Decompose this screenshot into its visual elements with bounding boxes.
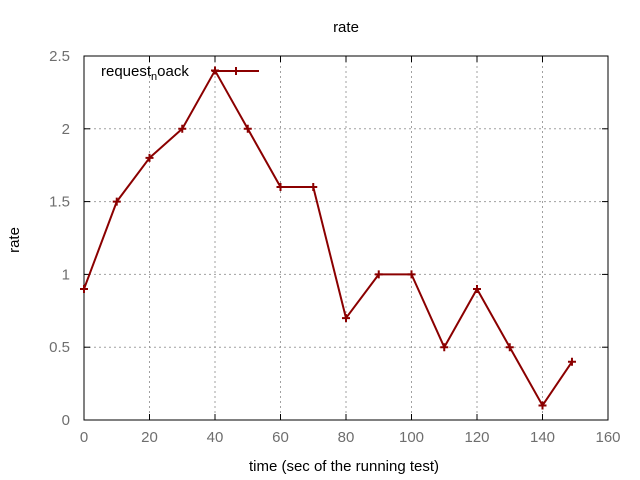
data-point-marker [276, 183, 285, 192]
y-tick-label: 2 [62, 121, 70, 138]
legend-label-rest: oack [157, 63, 189, 80]
legend: requestnoack [101, 63, 259, 83]
grid-lines [84, 56, 608, 420]
x-tick-label: 80 [338, 429, 355, 446]
data-point-marker [243, 124, 252, 133]
x-tick-label: 120 [464, 429, 489, 446]
data-point-marker [538, 401, 547, 410]
legend-label-subscript: n [151, 71, 157, 83]
x-tick-label: 60 [272, 429, 289, 446]
x-tick-label: 20 [141, 429, 158, 446]
legend-label-main: request [101, 63, 152, 80]
data-point-marker [473, 284, 481, 293]
x-tick-label: 100 [399, 429, 424, 446]
y-tick-label: 2.5 [49, 48, 70, 65]
data-point-marker [309, 183, 318, 192]
series-layer [80, 66, 576, 410]
y-tick-label: 0 [62, 412, 70, 429]
data-point-marker [374, 270, 383, 279]
x-tick-label: 0 [80, 429, 88, 446]
tick-labels: 0 20 40 60 80 100 120 140 160 0 0.5 1 1.5 2 2.5 [49, 48, 620, 446]
y-tick-label: 1 [62, 266, 70, 283]
data-point-marker [80, 284, 88, 293]
y-axis-title: rate [6, 227, 23, 253]
data-point-marker [567, 357, 576, 366]
data-point-marker [145, 153, 154, 162]
data-point-marker [178, 124, 187, 133]
series-line [83, 69, 573, 407]
data-point-marker [342, 314, 350, 323]
x-tick-label: 40 [207, 429, 224, 446]
legend-label: requestnoack [101, 63, 189, 83]
legend-marker [232, 67, 240, 75]
data-point-marker [112, 197, 121, 206]
x-axis-title: time (sec of the running test) [249, 458, 439, 475]
data-point-marker [440, 343, 449, 352]
x-tick-label: 140 [530, 429, 555, 446]
y-tick-label: 1.5 [49, 194, 70, 211]
y-tick-label: 0.5 [49, 339, 70, 356]
axis-ticks [83, 55, 609, 421]
data-point-marker [407, 270, 416, 279]
data-point-marker [505, 343, 514, 352]
x-tick-label: 160 [595, 429, 620, 446]
chart-title: rate [333, 19, 359, 36]
